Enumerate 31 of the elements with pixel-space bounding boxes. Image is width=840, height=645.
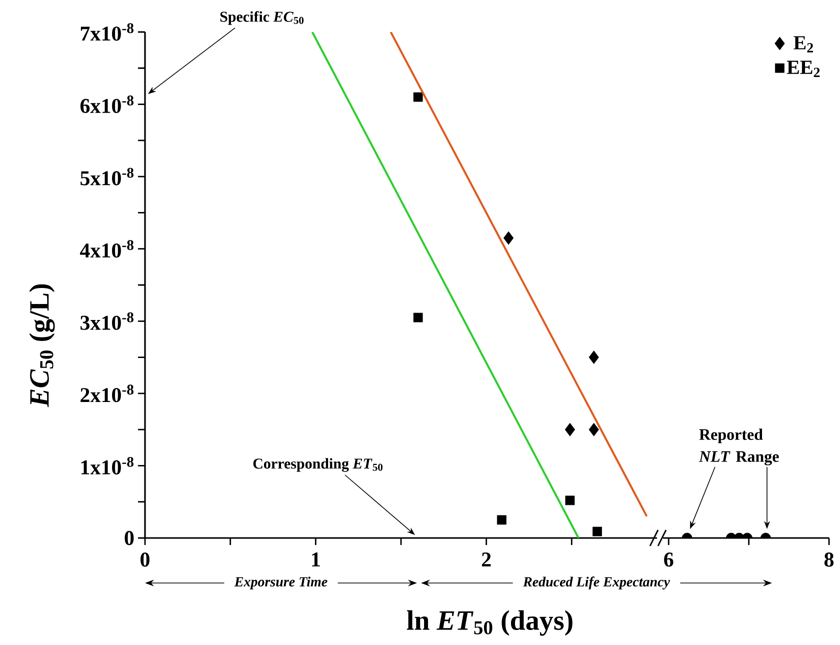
annotation: Reported NLT Range [698, 428, 779, 466]
point [588, 422, 599, 436]
text: Reduced Life Expectancy [523, 576, 670, 590]
point [503, 231, 514, 245]
point [588, 350, 599, 364]
x-axis-title: ln ET$_{50}$ (days) [406, 610, 572, 636]
annotation: Corresponding ET$_{50}$ [253, 458, 383, 472]
y-tick-label: 7x10$^{-8}$ [80, 23, 134, 41]
point [592, 526, 602, 536]
y-tick-label: 5x10$^{-8}$ [80, 168, 134, 186]
y-tick-label: 6x10$^{-8}$ [80, 96, 134, 114]
point [565, 496, 575, 506]
x-tick-label: 1 [312, 552, 320, 566]
y-axis-title: EC$_{50}$ (g/L) [29, 284, 55, 408]
text: Specific EC$_{50}$ [220, 11, 304, 25]
point [413, 92, 423, 102]
point [413, 312, 423, 322]
x-tick-label: 8 [824, 552, 834, 567]
y-tick-label: 2x10$^{-8}$ [80, 384, 134, 402]
y-tick-label: 3x10$^{-8}$ [80, 312, 134, 330]
x-tick-label: 6 [664, 552, 674, 567]
legend-label: E$_{2}$ [794, 36, 813, 52]
point [564, 422, 576, 436]
x-tick-label: 2 [482, 552, 491, 566]
legend-label: EE$_{2}$ [786, 60, 820, 77]
x-tick-label: 0 [140, 552, 150, 567]
y-tick-label: 1x10$^{-8}$ [81, 456, 134, 474]
text: Exporsure Time [234, 576, 328, 590]
point [497, 515, 506, 525]
y-tick-label: 0 [124, 530, 134, 546]
y-tick-label: 4x10$^{-8}$ [80, 240, 134, 258]
